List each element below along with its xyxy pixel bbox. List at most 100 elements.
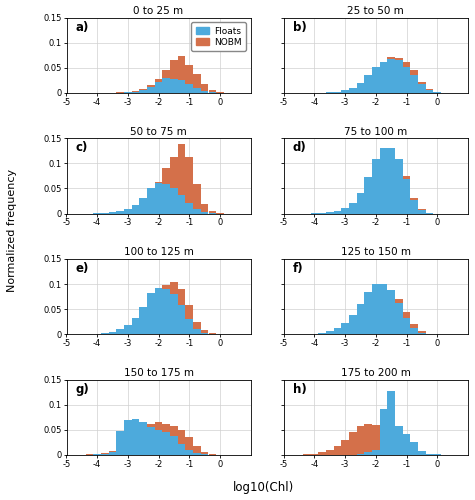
Bar bbox=[193, 208, 200, 214]
Bar bbox=[170, 188, 178, 214]
Bar bbox=[372, 180, 380, 214]
Text: h): h) bbox=[293, 382, 307, 396]
Bar bbox=[349, 208, 357, 214]
Bar bbox=[132, 326, 139, 334]
Bar bbox=[357, 83, 364, 93]
Bar bbox=[326, 332, 333, 334]
Text: log10(Chl): log10(Chl) bbox=[233, 481, 294, 494]
Bar bbox=[216, 213, 224, 214]
Text: Normalized frequency: Normalized frequency bbox=[7, 168, 17, 292]
Bar bbox=[124, 92, 132, 93]
Bar bbox=[201, 212, 209, 214]
Bar bbox=[388, 290, 395, 335]
Bar bbox=[349, 432, 357, 455]
Bar bbox=[395, 58, 403, 93]
Bar bbox=[193, 184, 200, 214]
Title: 125 to 150 m: 125 to 150 m bbox=[341, 248, 411, 258]
Bar bbox=[426, 454, 433, 455]
Bar bbox=[178, 289, 185, 335]
Bar bbox=[364, 79, 372, 93]
Bar bbox=[193, 88, 200, 93]
Bar bbox=[372, 425, 380, 455]
Bar bbox=[201, 454, 209, 455]
Bar bbox=[342, 208, 349, 214]
Bar bbox=[395, 303, 403, 334]
Text: f): f) bbox=[293, 262, 304, 275]
Bar bbox=[403, 312, 410, 334]
Bar bbox=[403, 67, 410, 93]
Bar bbox=[170, 158, 178, 214]
Bar bbox=[178, 80, 185, 93]
Bar bbox=[162, 424, 170, 455]
Bar bbox=[140, 89, 147, 93]
Bar bbox=[140, 90, 147, 93]
Bar bbox=[410, 200, 418, 213]
Bar bbox=[372, 67, 380, 93]
Bar bbox=[426, 454, 433, 455]
Bar bbox=[101, 453, 109, 455]
Bar bbox=[170, 79, 178, 93]
Bar bbox=[372, 284, 380, 335]
Bar bbox=[318, 333, 326, 334]
Bar bbox=[185, 84, 193, 93]
Bar bbox=[395, 160, 403, 214]
Bar bbox=[364, 302, 372, 334]
Bar bbox=[357, 426, 364, 455]
Bar bbox=[357, 312, 364, 334]
Bar bbox=[86, 454, 93, 455]
Bar bbox=[201, 333, 209, 334]
Bar bbox=[124, 208, 132, 214]
Bar bbox=[388, 154, 395, 214]
Bar bbox=[380, 62, 387, 93]
Bar bbox=[201, 330, 209, 334]
Bar bbox=[403, 176, 410, 214]
Bar bbox=[109, 452, 116, 455]
Bar bbox=[357, 304, 364, 334]
Bar bbox=[403, 318, 410, 334]
Bar bbox=[326, 213, 333, 214]
Bar bbox=[132, 318, 139, 334]
Bar bbox=[140, 306, 147, 334]
Bar bbox=[94, 454, 101, 455]
Bar bbox=[101, 454, 109, 455]
Bar bbox=[162, 184, 170, 214]
Bar bbox=[116, 92, 124, 93]
Bar bbox=[326, 92, 333, 93]
Bar bbox=[140, 202, 147, 213]
Bar bbox=[318, 213, 326, 214]
Bar bbox=[147, 305, 155, 334]
Bar bbox=[94, 213, 101, 214]
Bar bbox=[155, 294, 162, 335]
Bar bbox=[109, 213, 116, 214]
Title: 75 to 100 m: 75 to 100 m bbox=[344, 126, 408, 136]
Bar bbox=[140, 422, 147, 455]
Bar bbox=[395, 60, 403, 93]
Bar bbox=[109, 332, 116, 334]
Bar bbox=[162, 289, 170, 335]
Bar bbox=[124, 210, 132, 214]
Bar bbox=[410, 76, 418, 93]
Bar bbox=[132, 208, 139, 214]
Text: d): d) bbox=[293, 141, 307, 154]
Bar bbox=[147, 87, 155, 93]
Bar bbox=[311, 454, 318, 455]
Title: 0 to 25 m: 0 to 25 m bbox=[133, 6, 184, 16]
Bar bbox=[132, 204, 139, 214]
Bar bbox=[372, 160, 380, 214]
Bar bbox=[185, 158, 193, 214]
Bar bbox=[372, 293, 380, 335]
Bar bbox=[132, 436, 139, 455]
Bar bbox=[410, 70, 418, 93]
Bar bbox=[364, 452, 372, 455]
Bar bbox=[334, 328, 341, 334]
Bar bbox=[334, 212, 341, 214]
Bar bbox=[357, 454, 364, 455]
Bar bbox=[185, 438, 193, 455]
Bar bbox=[418, 208, 426, 214]
Bar bbox=[170, 294, 178, 335]
Bar bbox=[349, 202, 357, 213]
Bar bbox=[162, 285, 170, 335]
Bar bbox=[388, 390, 395, 455]
Bar bbox=[426, 212, 433, 214]
Bar bbox=[364, 178, 372, 214]
